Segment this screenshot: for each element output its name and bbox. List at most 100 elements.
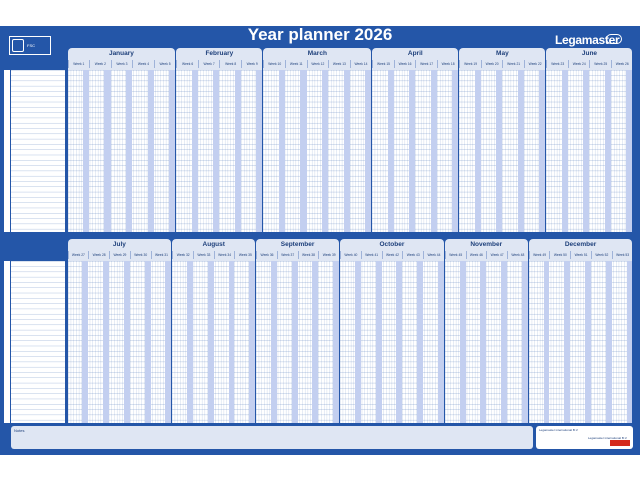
week-label: Week 41 — [360, 251, 382, 259]
day-grid-september[interactable] — [256, 261, 339, 423]
day-grid-january[interactable] — [67, 70, 176, 232]
day-grid-june[interactable] — [546, 70, 633, 232]
day-grid-november[interactable] — [444, 261, 528, 423]
weekend-column — [82, 70, 90, 232]
edding-logo-icon — [610, 440, 630, 446]
week-label: Week 29 — [109, 251, 130, 259]
weekend-column — [585, 261, 591, 423]
weekend-column — [583, 70, 590, 232]
notes-box[interactable]: Notes — [11, 426, 533, 449]
weekend-column — [605, 261, 612, 423]
weekend-column — [270, 261, 277, 423]
week-label: Week 15 — [372, 60, 394, 68]
month-header-october: October Week 40 Week 41 Week 42 Week 43 Week … — [340, 239, 444, 261]
weekend-column — [104, 70, 111, 232]
week-label: Week 26 — [610, 60, 633, 68]
week-label: Week 42 — [381, 251, 403, 259]
info-title: Legamaster international B.V. — [539, 428, 579, 432]
weekend-column — [144, 261, 151, 423]
month-header-november: November Week 45 Week 46 Week 47 Week 48 — [444, 239, 528, 261]
month-name: April — [407, 50, 423, 57]
month-header-may: May Week 19 Week 20 Week 21 Week 22 — [459, 48, 546, 70]
week-label: Week 34 — [213, 251, 235, 259]
month-name: June — [581, 50, 598, 57]
weekend-column — [543, 261, 550, 423]
month-name: December — [564, 241, 597, 248]
weekend-column — [437, 261, 444, 423]
week-labels: Week 36 Week 37 Week 38 Week 39 — [256, 251, 339, 259]
week-label: Week 4 — [132, 60, 154, 68]
week-label: Week 21 — [502, 60, 524, 68]
name-column[interactable] — [11, 70, 66, 232]
weekend-column — [165, 261, 172, 423]
weekend-column — [480, 261, 487, 423]
week-label: Week 24 — [567, 60, 590, 68]
fsc-logo-icon — [12, 39, 24, 52]
week-label: Week 7 — [197, 60, 220, 68]
week-label: Week 8 — [219, 60, 241, 68]
month-header-january: January Week 1 Week 2 Week 3 Week 4 Week 5 — [67, 48, 176, 70]
week-label: Week 40 — [340, 251, 361, 259]
weekend-column — [213, 70, 220, 232]
month-header-august: August Week 32 Week 33 Week 34 Week 35 — [172, 239, 256, 261]
weekend-column — [409, 70, 416, 232]
day-grid-march[interactable] — [263, 70, 372, 232]
week-labels: Week 1 Week 2 Week 3 Week 4 Week 5 — [67, 60, 176, 68]
day-grid-october[interactable] — [340, 261, 444, 423]
week-labels: Week 45 Week 46 Week 47 Week 48 — [444, 251, 528, 259]
weekend-column — [496, 70, 503, 232]
week-label: Week 46 — [465, 251, 487, 259]
month-name: November — [470, 241, 503, 248]
week-label: Week 19 — [459, 60, 481, 68]
week-label: Week 6 — [176, 60, 198, 68]
week-label: Week 32 — [172, 251, 193, 259]
week-label: Week 37 — [276, 251, 298, 259]
page-title: Year planner 2026 — [247, 26, 393, 44]
info-address: Legamaster international B.V. — [588, 436, 628, 440]
week-label: Week 35 — [234, 251, 255, 259]
weekend-column — [459, 261, 466, 423]
day-grid-july[interactable] — [67, 261, 172, 423]
week-label: Week 36 — [256, 251, 277, 259]
month-name: September — [280, 241, 315, 248]
week-labels: Week 15 Week 16 Week 17 Week 18 — [372, 60, 458, 68]
month-name: August — [202, 241, 225, 248]
weekend-column — [256, 70, 263, 232]
week-label: Week 11 — [284, 60, 307, 68]
weekend-column — [312, 261, 319, 423]
fsc-text: FSC — [27, 42, 35, 48]
month-name: February — [205, 50, 234, 57]
day-grid-december[interactable] — [528, 261, 633, 423]
weekend-column — [207, 261, 214, 423]
weekend-column — [396, 261, 403, 423]
week-label: Week 28 — [88, 251, 109, 259]
month-header-december: December Week 49 Week 50 Week 51 Week 52 Week… — [528, 239, 633, 261]
day-grid-february[interactable] — [176, 70, 263, 232]
weekend-column — [321, 70, 329, 232]
month-name: January — [108, 50, 134, 57]
day-grid-april[interactable] — [372, 70, 459, 232]
day-grid-august[interactable] — [172, 261, 256, 423]
day-grid-may[interactable] — [459, 70, 546, 232]
week-label: Week 31 — [150, 251, 172, 259]
week-labels: Week 19 Week 20 Week 21 Week 22 — [459, 60, 545, 68]
week-label: Week 53 — [611, 251, 633, 259]
weekend-column — [365, 70, 372, 232]
weekend-column — [103, 261, 109, 423]
week-label: Week 49 — [528, 251, 550, 259]
weekend-column — [123, 261, 130, 423]
weekend-column — [234, 70, 241, 232]
week-label: Week 50 — [549, 251, 570, 259]
weekend-column — [354, 261, 361, 423]
weekend-column — [564, 261, 571, 423]
week-label: Week 1 — [67, 60, 90, 68]
weekend-column — [169, 70, 176, 232]
weekend-column — [626, 70, 633, 232]
name-column[interactable] — [11, 261, 66, 423]
week-labels: Week 49 Week 50 Week 51 Week 52 Week 53 — [528, 251, 633, 259]
weekend-column — [375, 261, 382, 423]
week-label: Week 18 — [436, 60, 459, 68]
month-name: October — [379, 241, 405, 248]
week-labels: Week 40 Week 41 Week 42 Week 43 Week 44 — [340, 251, 444, 259]
week-label: Week 17 — [415, 60, 437, 68]
